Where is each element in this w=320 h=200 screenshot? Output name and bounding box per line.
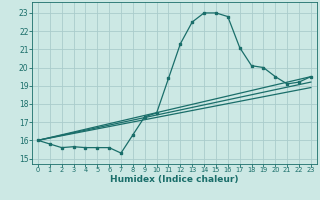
X-axis label: Humidex (Indice chaleur): Humidex (Indice chaleur) — [110, 175, 239, 184]
